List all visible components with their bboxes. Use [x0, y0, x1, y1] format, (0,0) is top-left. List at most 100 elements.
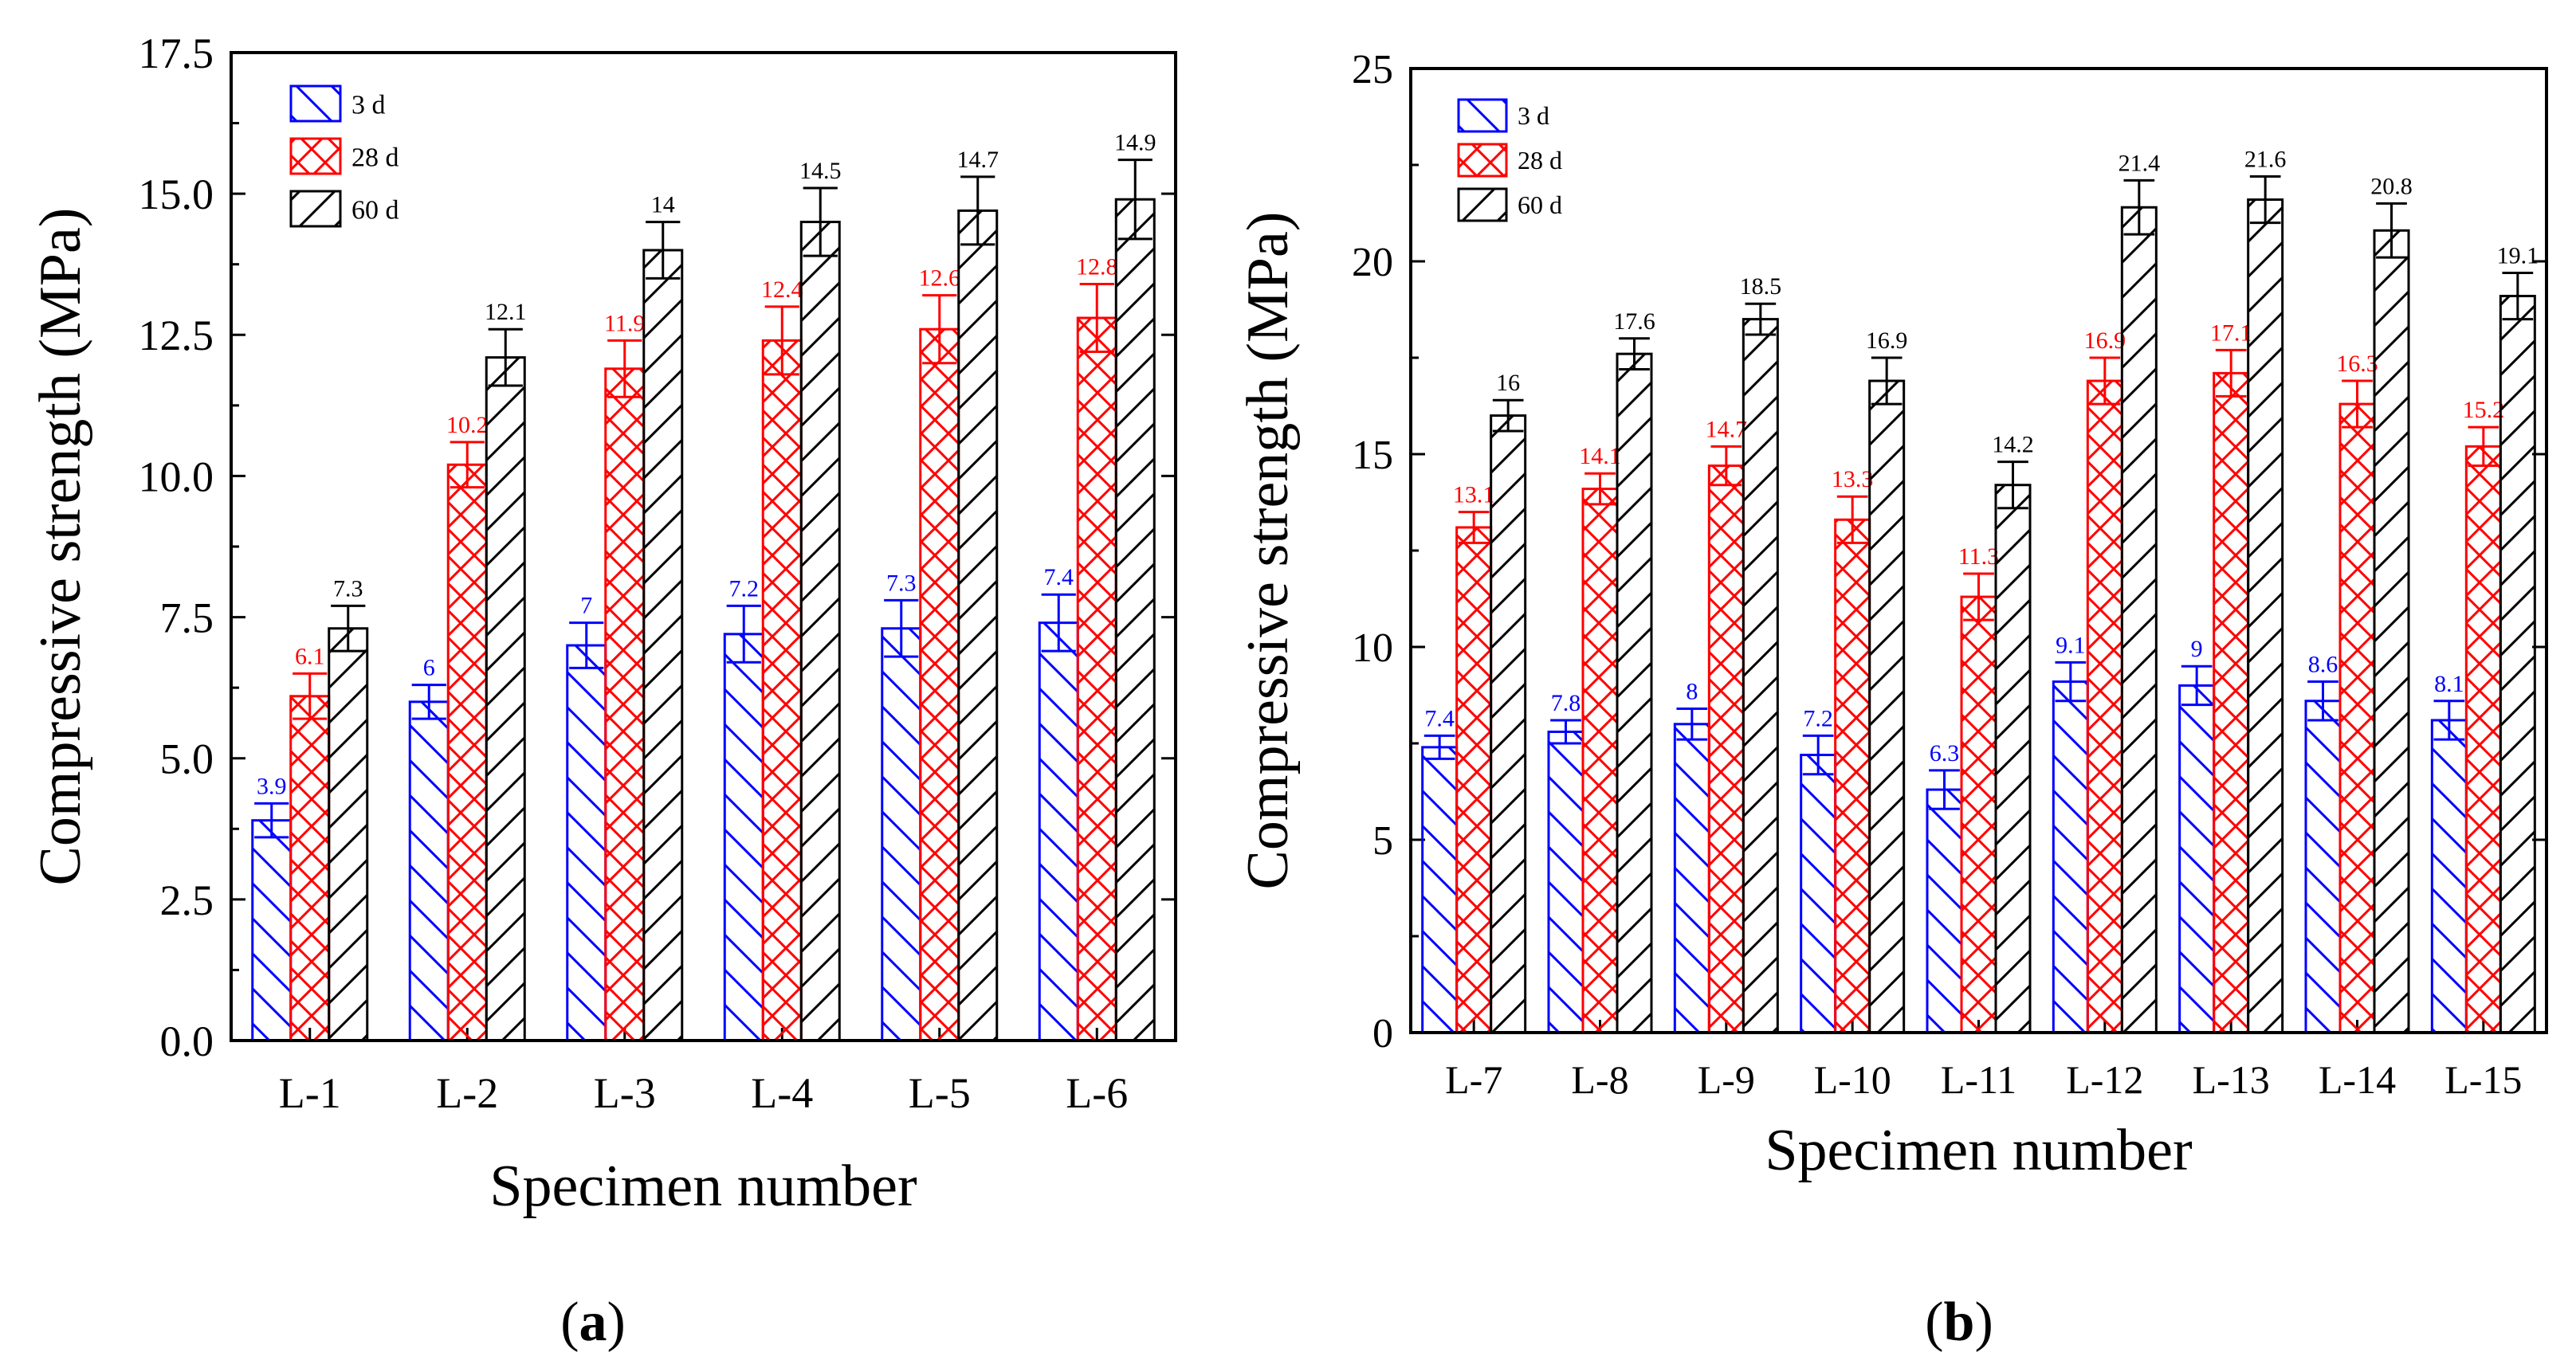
x-tick-label: L-4 — [751, 1069, 813, 1117]
bar-d28 — [2213, 371, 2250, 1034]
bar-d28 — [2086, 379, 2123, 1034]
data-label: 7.2 — [729, 575, 760, 602]
chart-b: 0 5 10 15 20 25 L-7 L-8 L-9 L-10 L-11 L-12 L-13 L-14 L… — [1235, 47, 2548, 1183]
y-tick-label: 17.5 — [139, 29, 214, 77]
bar-d60 — [328, 627, 369, 1042]
data-label: 16 — [1496, 370, 1520, 396]
x-tick-label: L-1 — [279, 1069, 341, 1117]
x-tick-label: L-10 — [1814, 1057, 1891, 1102]
x-tick-label: L-6 — [1066, 1069, 1128, 1117]
bar-d28 — [1960, 595, 1997, 1034]
data-label: 11.3 — [1958, 543, 1999, 570]
bar-d3 — [2178, 684, 2216, 1034]
legend-label: 28 d — [351, 143, 399, 172]
bar-d28 — [761, 339, 803, 1042]
data-label: 21.6 — [2244, 147, 2287, 173]
bar-d60 — [799, 221, 841, 1042]
bar-d3 — [723, 633, 764, 1042]
bar-d28 — [919, 327, 960, 1042]
data-label: 11.9 — [604, 310, 645, 336]
y-tick-label: 10 — [1352, 625, 1393, 671]
data-label: 14.7 — [1706, 416, 1748, 442]
x-tick-label: L-2 — [436, 1069, 498, 1117]
y-tick-label: 0.0 — [160, 1017, 214, 1065]
data-label: 19.1 — [2497, 243, 2539, 269]
data-label: 6 — [423, 655, 435, 681]
data-label: 20.8 — [2370, 173, 2413, 199]
data-label: 8.1 — [2434, 671, 2464, 697]
legend-swatch-d28 — [1457, 143, 1508, 178]
bar-d60 — [1114, 198, 1156, 1042]
data-label: 13.3 — [1832, 466, 1874, 492]
x-tick-label: L-11 — [1941, 1057, 2016, 1102]
data-label: 6.3 — [1930, 740, 1960, 766]
bar-d60 — [1994, 484, 2032, 1034]
y-tick-label: 15.0 — [139, 171, 214, 218]
bar-d3 — [1547, 730, 1584, 1034]
data-label: 7.4 — [1044, 564, 1074, 590]
legend-swatch-d60 — [289, 190, 342, 228]
data-label: 7.3 — [886, 570, 917, 596]
y-tick-label: 7.5 — [160, 594, 214, 641]
data-label: 7 — [580, 593, 592, 619]
bar-d28 — [2338, 402, 2376, 1034]
bar-d3 — [1421, 746, 1459, 1034]
data-label: 14.9 — [1114, 130, 1156, 156]
data-label: 7.4 — [1424, 705, 1455, 731]
caption-b: (b) — [1925, 1292, 1993, 1353]
bar-d3 — [2304, 700, 2342, 1034]
data-label: 16.3 — [2336, 351, 2378, 377]
data-label: 12.4 — [761, 276, 803, 303]
plot-frame — [230, 51, 1177, 1042]
data-label: 12.8 — [1076, 254, 1118, 280]
x-tick-label: L-3 — [594, 1069, 656, 1117]
legend-label: 3 d — [351, 90, 386, 120]
y-tick-label: 5 — [1372, 818, 1393, 864]
x-tick-label: L-5 — [909, 1069, 971, 1117]
bar-d28 — [2464, 445, 2502, 1034]
x-tick-label: L-13 — [2193, 1057, 2270, 1102]
bar-d60 — [1742, 318, 1779, 1034]
bar-d60 — [2373, 229, 2410, 1034]
data-label: 8.6 — [2308, 652, 2338, 678]
x-tick-label: L-14 — [2319, 1057, 2396, 1102]
data-label: 15.2 — [2463, 397, 2505, 423]
y-tick-label: 0 — [1372, 1011, 1393, 1056]
bar-d28 — [1455, 526, 1493, 1034]
data-label: 18.5 — [1740, 273, 1782, 300]
bar-d60 — [957, 209, 999, 1042]
data-label: 12.1 — [485, 299, 527, 325]
bar-d28 — [1707, 465, 1745, 1034]
x-tick-label: L-15 — [2444, 1057, 2522, 1102]
data-label: 17.6 — [1613, 308, 1655, 335]
data-label: 14.7 — [957, 147, 999, 173]
bar-d28 — [1076, 316, 1117, 1042]
bar-d28 — [289, 695, 331, 1042]
bar-d28 — [604, 367, 646, 1042]
bar-d60 — [2120, 206, 2158, 1034]
bar-d3 — [566, 644, 607, 1042]
bar-d60 — [2247, 198, 2284, 1034]
data-label: 10.2 — [446, 412, 489, 438]
legend-swatch-d28 — [289, 137, 342, 175]
bar-d28 — [1581, 488, 1619, 1034]
data-label: 3.9 — [257, 773, 287, 799]
legend-label: 60 d — [351, 195, 399, 225]
data-label: 14.2 — [1992, 432, 2034, 458]
bar-d3 — [1038, 621, 1079, 1042]
y-tick-label: 2.5 — [160, 876, 214, 924]
y-tick-label: 15 — [1352, 433, 1393, 478]
bar-d3 — [2430, 719, 2468, 1034]
bar-d3 — [881, 627, 922, 1042]
legend-label: 28 d — [1518, 146, 1562, 174]
bar-d60 — [1490, 414, 1527, 1034]
x-tick-label: L-7 — [1445, 1057, 1502, 1102]
data-label: 9 — [2191, 636, 2203, 662]
bar-d60 — [2499, 295, 2536, 1034]
y-axis-title: Compressive strength (MPa) — [28, 208, 93, 886]
legend-swatch-d60 — [1457, 187, 1508, 222]
bar-d3 — [1800, 754, 1837, 1034]
legend-label: 3 d — [1518, 101, 1549, 130]
x-tick-label: L-9 — [1698, 1057, 1755, 1102]
